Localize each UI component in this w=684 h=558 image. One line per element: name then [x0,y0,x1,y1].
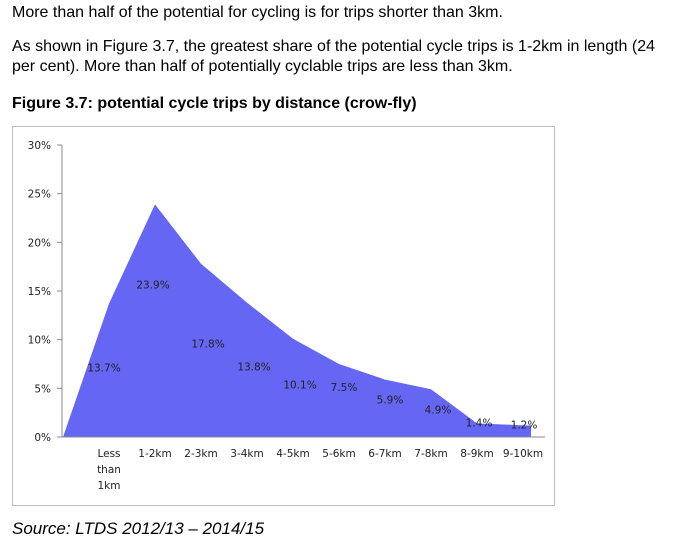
data-label: 4.9% [425,404,452,416]
y-tick-label: 10% [28,335,51,347]
data-label: 7.5% [331,382,358,394]
x-tick-label: Less than 1km [97,448,121,492]
y-tick-label: 25% [28,189,51,201]
y-tick-label: 30% [28,140,51,152]
chart-frame: 0% 5% 10% 15% 20% 25% 30% Less than 1km 1-2km 2-3km… [12,126,555,506]
data-label: 13.8% [237,362,270,374]
x-tick-label: 1-2km [138,448,171,460]
source-note: Source: LTDS 2012/13 – 2014/15 [12,519,265,538]
x-tick-label: 3-4km [230,448,263,460]
data-area [63,204,531,437]
data-label: 10.1% [283,380,316,392]
x-tick-label: 7-8km [414,448,447,460]
x-tick-label: 6-7km [368,448,401,460]
area-chart: 0% 5% 10% 15% 20% 25% 30% Less than 1km 1-2km 2-3km… [28,140,545,492]
data-label: 1.2% [511,419,538,431]
y-tick-label: 20% [28,237,51,249]
data-label: 23.9% [136,279,169,291]
x-tick-label: 5-6km [322,448,355,460]
x-tick-label: 9-10km [503,448,543,460]
y-tick-label: 5% [34,383,51,395]
y-tick-label: 15% [28,286,51,298]
x-tick-label: 4-5km [276,448,309,460]
data-label: 17.8% [191,339,224,351]
data-label: 1.4% [466,417,493,429]
intro-sentence: More than half of the potential for cycl… [12,4,503,21]
x-tick-label: 8-9km [460,448,493,460]
data-label: 5.9% [377,395,404,407]
data-label: 13.7% [87,363,120,375]
body-paragraph: As shown in Figure 3.7, the greatest sha… [12,38,655,75]
y-tick-label: 0% [34,432,51,444]
figure-title: Figure 3.7: potential cycle trips by dis… [12,95,417,112]
x-tick-label: 2-3km [184,448,217,460]
